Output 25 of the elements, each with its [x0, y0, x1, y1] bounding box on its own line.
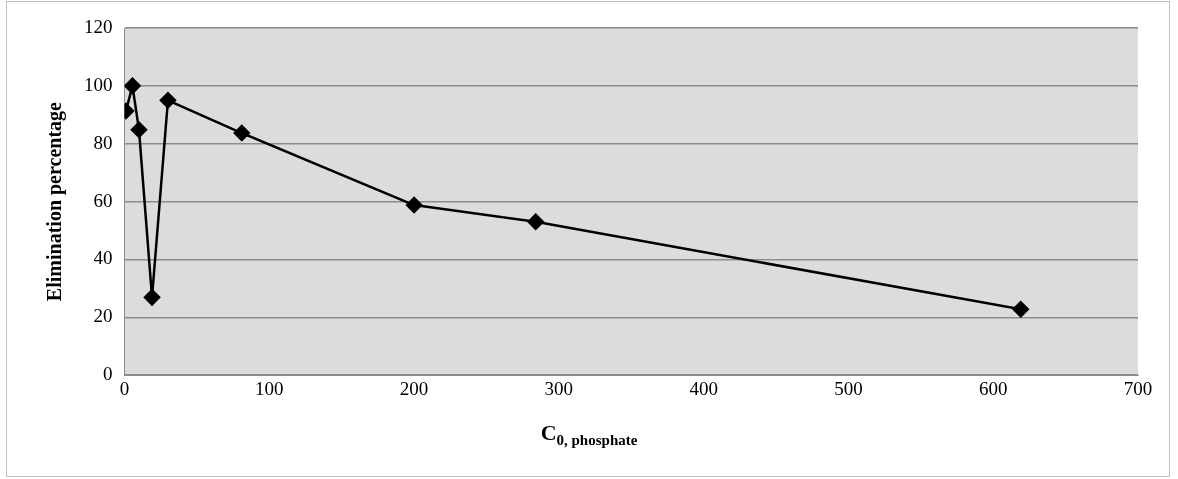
- x-tick-label: 600: [978, 377, 1008, 399]
- y-axis-title: Elimination percentage: [43, 101, 67, 302]
- x-tick-label: 0: [119, 377, 130, 399]
- point: [1012, 300, 1029, 318]
- y-tick-label: 80: [93, 131, 113, 153]
- x-tick-label: 300: [544, 377, 574, 399]
- y-tick-label: 120: [84, 15, 113, 37]
- y-tick-label: 40: [93, 247, 113, 269]
- x-tick-label: 500: [834, 377, 863, 399]
- point: [233, 124, 251, 142]
- point: [159, 92, 177, 109]
- x-tick-label: 700: [1123, 377, 1153, 399]
- y-tick-label: 0: [103, 363, 113, 385]
- point: [527, 213, 544, 231]
- x-tick-label: 200: [399, 377, 429, 399]
- point: [405, 196, 423, 214]
- point: [124, 77, 141, 95]
- point: [143, 289, 161, 306]
- x-tick-label: 100: [255, 377, 284, 399]
- x-axis-title: C$_{0, phosphate}$: [539, 420, 639, 450]
- y-tick-label: 100: [84, 73, 113, 95]
- point: [130, 121, 148, 139]
- y-tick-label: 20: [93, 305, 113, 327]
- y-tick-label: 60: [93, 189, 113, 211]
- x-tick-label: 400: [689, 377, 718, 399]
